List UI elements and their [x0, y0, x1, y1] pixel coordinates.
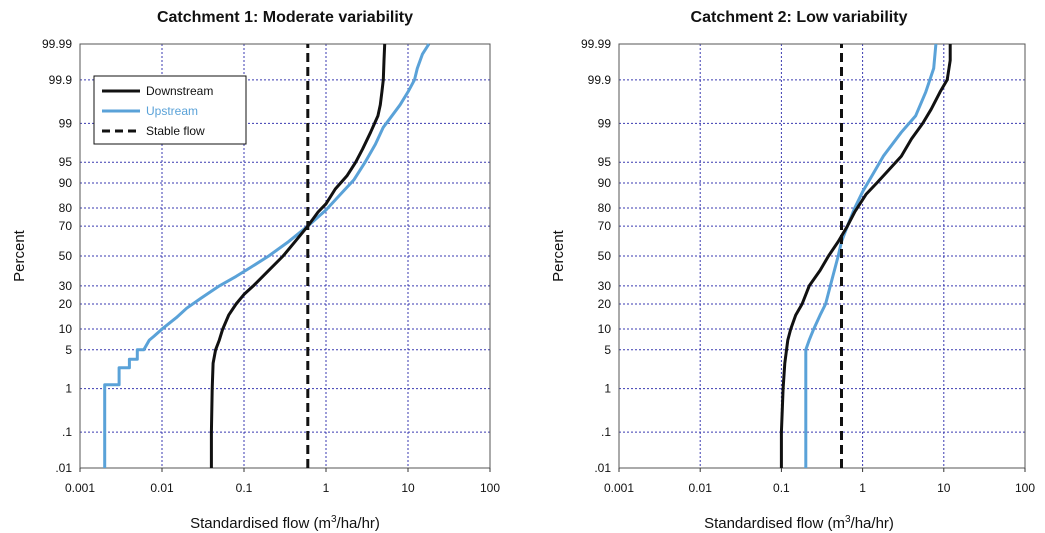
x-tick-label: 100 [1015, 481, 1035, 495]
y-tick-label: 5 [604, 343, 611, 357]
legend-label: Downstream [146, 84, 213, 98]
y-tick-label: .01 [594, 461, 611, 475]
x-tick-label: 0.01 [689, 481, 713, 495]
legend: Downstream Upstream Stable flow [93, 75, 247, 145]
y-tick-label: 10 [59, 322, 73, 336]
chart-title: Catchment 2: Low variability [691, 9, 908, 26]
y-tick-label: 10 [598, 322, 612, 336]
y-tick-label: 1 [604, 382, 611, 396]
y-tick-label: 80 [59, 201, 73, 215]
y-tick-label: 80 [598, 201, 612, 215]
y-tick-label: 90 [598, 176, 612, 190]
y-tick-label: 99.99 [581, 37, 611, 51]
x-tick-label: 1 [859, 481, 866, 495]
y-tick-label: 50 [59, 249, 73, 263]
series-line-upstream [804, 43, 938, 468]
y-tick-label: .1 [601, 425, 611, 439]
chart-title: Catchment 1: Moderate variability [157, 9, 413, 26]
y-tick-label: 70 [598, 219, 612, 233]
y-tick-label: 99.9 [49, 73, 73, 87]
x-axis-label: Standardised flow (m3/ha/hr) [190, 514, 380, 532]
series-group [103, 43, 431, 468]
x-tick-label: 100 [480, 481, 500, 495]
y-tick-label: 20 [598, 297, 612, 311]
x-axis-label: Standardised flow (m3/ha/hr) [704, 514, 894, 532]
series-group [779, 43, 952, 468]
y-tick-label: 95 [59, 155, 73, 169]
x-tick-label: 0.001 [604, 481, 634, 495]
x-tick-label: 0.1 [236, 481, 253, 495]
x-tick-label: 10 [401, 481, 415, 495]
y-tick-label: 1 [65, 382, 72, 396]
y-tick-label: 99 [598, 116, 612, 130]
y-tick-label: 30 [598, 279, 612, 293]
y-tick-label: .1 [62, 425, 72, 439]
y-tick-label: 99.9 [588, 73, 612, 87]
y-tick-label: 90 [59, 176, 73, 190]
y-axis-label: Percent [11, 229, 28, 282]
x-tick-label: 0.001 [65, 481, 95, 495]
plot-area-frame [618, 43, 1026, 469]
y-axis-label: Percent [550, 229, 567, 282]
y-tick-label: 5 [65, 343, 72, 357]
y-tick-label: 99.99 [42, 37, 72, 51]
x-tick-label: 0.1 [773, 481, 790, 495]
x-tick-label: 10 [937, 481, 951, 495]
y-tick-label: 20 [59, 297, 73, 311]
series-line-downstream [209, 43, 387, 468]
y-tick-label: 50 [598, 249, 612, 263]
gridlines [619, 44, 1025, 468]
legend-label: Stable flow [146, 124, 205, 138]
plot-area-frame [79, 43, 491, 469]
y-tick-label: 30 [59, 279, 73, 293]
series-line-downstream [779, 44, 952, 468]
legend-label: Upstream [146, 104, 198, 118]
y-tick-label: 99 [59, 116, 73, 130]
y-tick-label: 70 [59, 219, 73, 233]
chart-1: Catchment 1: Moderate variability 0.001 0.… [11, 9, 500, 532]
y-tick-label: .01 [55, 461, 72, 475]
chart-2: Catchment 2: Low variability 0.001 0.01 0.1… [550, 9, 1035, 532]
series-line-upstream [103, 43, 431, 468]
y-tick-label: 95 [598, 155, 612, 169]
x-tick-label: 0.01 [150, 481, 174, 495]
x-tick-label: 1 [323, 481, 330, 495]
